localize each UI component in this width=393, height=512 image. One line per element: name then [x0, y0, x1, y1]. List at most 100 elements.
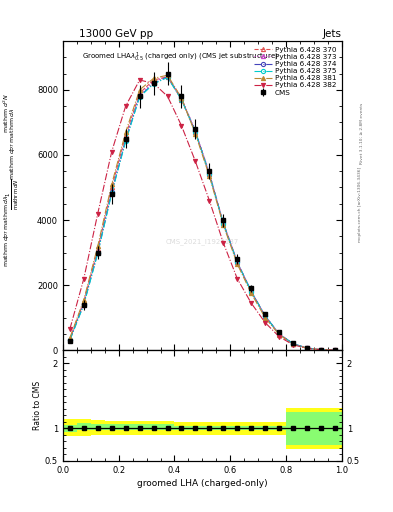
X-axis label: groomed LHA (charged-only): groomed LHA (charged-only)	[137, 479, 268, 488]
Pythia 6.428 370	[305, 345, 309, 351]
Pythia 6.428 374	[277, 331, 281, 337]
Pythia 6.428 382	[207, 198, 212, 204]
Pythia 6.428 373	[235, 259, 240, 265]
Pythia 6.428 374	[179, 96, 184, 102]
Text: 13000 GeV pp: 13000 GeV pp	[79, 29, 153, 39]
Pythia 6.428 375	[207, 172, 212, 178]
Text: $\mathrm{mathrm}\,dp_T\,\mathrm{mathrm}\,d\lambda$: $\mathrm{mathrm}\,dp_T\,\mathrm{mathrm}\…	[8, 107, 17, 180]
Pythia 6.428 381	[263, 315, 268, 321]
Line: Pythia 6.428 373: Pythia 6.428 373	[68, 74, 337, 352]
Pythia 6.428 381	[151, 75, 156, 81]
Pythia 6.428 381	[319, 347, 323, 353]
Pythia 6.428 375	[151, 81, 156, 87]
Pythia 6.428 382	[151, 80, 156, 87]
Pythia 6.428 375	[291, 340, 296, 347]
Pythia 6.428 381	[332, 347, 337, 353]
Pythia 6.428 374	[249, 288, 253, 294]
Pythia 6.428 370	[68, 336, 72, 342]
Pythia 6.428 374	[193, 129, 198, 135]
Pythia 6.428 381	[179, 95, 184, 101]
Pythia 6.428 373	[332, 347, 337, 353]
Pythia 6.428 375	[235, 259, 240, 265]
Pythia 6.428 382	[263, 319, 268, 326]
Pythia 6.428 370	[81, 298, 86, 305]
Pythia 6.428 382	[95, 210, 100, 217]
Pythia 6.428 373	[319, 347, 323, 353]
Pythia 6.428 370	[123, 132, 128, 138]
Pythia 6.428 375	[305, 345, 309, 351]
Text: Groomed LHA$\lambda^{1}_{0.5}$ (charged only) (CMS jet substructure): Groomed LHA$\lambda^{1}_{0.5}$ (charged …	[83, 50, 279, 63]
Pythia 6.428 374	[137, 93, 142, 99]
Pythia 6.428 382	[305, 345, 309, 351]
Pythia 6.428 373	[305, 345, 309, 351]
Pythia 6.428 381	[235, 261, 240, 267]
Pythia 6.428 374	[81, 301, 86, 307]
Pythia 6.428 375	[332, 347, 337, 353]
Text: Rivet 3.1.10; ≥ 2.8M events: Rivet 3.1.10; ≥ 2.8M events	[360, 102, 364, 164]
Pythia 6.428 375	[319, 347, 323, 353]
Line: Pythia 6.428 370: Pythia 6.428 370	[68, 75, 337, 352]
Pythia 6.428 375	[95, 250, 100, 257]
Pythia 6.428 375	[123, 138, 128, 144]
Line: Pythia 6.428 374: Pythia 6.428 374	[68, 75, 337, 352]
Pythia 6.428 370	[277, 331, 281, 337]
Pythia 6.428 382	[165, 93, 170, 99]
Pythia 6.428 382	[291, 342, 296, 348]
Pythia 6.428 375	[137, 94, 142, 100]
Pythia 6.428 370	[207, 172, 212, 178]
Pythia 6.428 381	[291, 341, 296, 347]
Line: Pythia 6.428 381: Pythia 6.428 381	[68, 73, 337, 352]
Pythia 6.428 373	[81, 300, 86, 306]
Pythia 6.428 382	[179, 122, 184, 129]
Pythia 6.428 370	[165, 74, 170, 80]
Pythia 6.428 373	[109, 188, 114, 194]
Pythia 6.428 374	[319, 347, 323, 353]
Pythia 6.428 370	[235, 259, 240, 265]
Pythia 6.428 374	[95, 249, 100, 255]
Pythia 6.428 373	[193, 127, 198, 134]
Pythia 6.428 370	[193, 129, 198, 135]
Pythia 6.428 381	[305, 345, 309, 351]
Pythia 6.428 382	[137, 77, 142, 83]
Pythia 6.428 370	[95, 246, 100, 252]
Pythia 6.428 370	[263, 313, 268, 319]
Pythia 6.428 374	[263, 313, 268, 319]
Pythia 6.428 374	[305, 345, 309, 351]
Text: $\mathrm{mathrm}\,dp_T\,\mathrm{mathrm}\,d\lambda$: $\mathrm{mathrm}\,dp_T\,\mathrm{mathrm}\…	[2, 194, 11, 267]
Pythia 6.428 373	[291, 340, 296, 347]
Pythia 6.428 373	[263, 313, 268, 319]
Line: Pythia 6.428 375: Pythia 6.428 375	[68, 75, 337, 352]
Pythia 6.428 375	[109, 190, 114, 197]
Pythia 6.428 381	[193, 131, 198, 137]
Legend: Pythia 6.428 370, Pythia 6.428 373, Pythia 6.428 374, Pythia 6.428 375, Pythia 6: Pythia 6.428 370, Pythia 6.428 373, Pyth…	[252, 45, 338, 98]
Pythia 6.428 374	[123, 137, 128, 143]
Pythia 6.428 382	[332, 347, 337, 353]
Pythia 6.428 382	[193, 158, 198, 164]
Pythia 6.428 375	[193, 129, 198, 135]
Pythia 6.428 370	[109, 184, 114, 190]
Pythia 6.428 381	[109, 181, 114, 187]
Pythia 6.428 374	[235, 259, 240, 265]
Pythia 6.428 382	[109, 148, 114, 155]
Pythia 6.428 381	[207, 173, 212, 179]
Pythia 6.428 370	[332, 347, 337, 353]
Pythia 6.428 374	[221, 220, 226, 226]
Text: $\mathrm{mathrm}\,d^2N$: $\mathrm{mathrm}\,d^2N$	[2, 93, 11, 133]
Pythia 6.428 382	[123, 103, 128, 109]
Y-axis label: Ratio to CMS: Ratio to CMS	[33, 381, 42, 430]
Pythia 6.428 370	[291, 340, 296, 347]
Pythia 6.428 381	[221, 222, 226, 228]
Pythia 6.428 381	[249, 290, 253, 296]
Pythia 6.428 373	[221, 220, 226, 226]
Pythia 6.428 375	[81, 302, 86, 308]
Pythia 6.428 373	[95, 248, 100, 254]
Text: $\frac{1}{\mathrm{mathrm}\,dN}$: $\frac{1}{\mathrm{mathrm}\,dN}$	[5, 179, 21, 210]
Pythia 6.428 370	[249, 289, 253, 295]
Pythia 6.428 382	[221, 240, 226, 246]
Pythia 6.428 382	[277, 333, 281, 339]
Line: Pythia 6.428 382: Pythia 6.428 382	[68, 78, 337, 352]
Pythia 6.428 370	[221, 220, 226, 226]
Pythia 6.428 382	[81, 275, 86, 282]
Pythia 6.428 381	[123, 129, 128, 135]
Pythia 6.428 373	[249, 288, 253, 294]
